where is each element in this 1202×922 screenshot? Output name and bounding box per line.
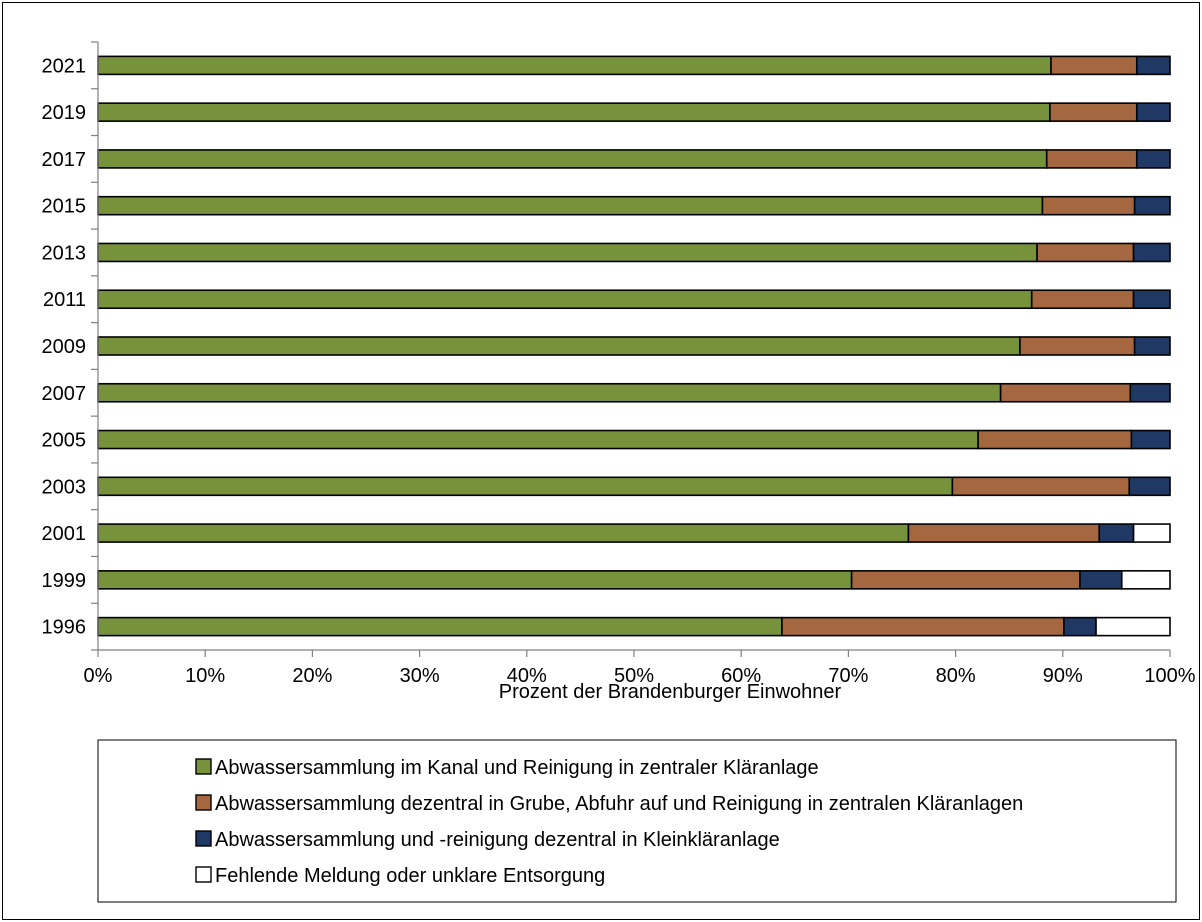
bar-segment-2021-series-3 (1135, 55, 1171, 76)
bar-segment-2013-series-3 (1132, 242, 1171, 263)
bar-segment-2019-series-2 (1049, 102, 1138, 122)
bar-segment-2001-series-3 (1098, 523, 1135, 543)
y-tick-label: 2007 (42, 383, 87, 405)
bar-segment-2013-series-1 (97, 242, 1038, 263)
x-tick-label: 20% (292, 665, 332, 687)
legend-box (97, 739, 1177, 903)
bar-segment-2001-series-2 (907, 523, 1101, 543)
bar-segment-2015-series-1 (97, 195, 1044, 216)
bar-segment-1999-series-2 (850, 570, 1081, 590)
bar-segment-2001-series-1 (97, 523, 910, 543)
y-tick-label: 2009 (42, 336, 87, 358)
y-tick-label: 1999 (42, 570, 87, 592)
bar-segment-2015-series-2 (1041, 195, 1136, 216)
x-tick-label: 100% (1144, 665, 1195, 687)
x-tick-label: 60% (721, 665, 761, 687)
legend-swatch (195, 830, 212, 847)
legend-swatch (195, 794, 212, 811)
bar-segment-2021-series-2 (1050, 55, 1138, 76)
bar-segment-1996-series-2 (781, 616, 1065, 637)
bar-segment-2005-series-1 (97, 429, 979, 450)
y-tick-label: 2005 (42, 430, 87, 452)
x-axis: 0% 10% 20% 30% 40% 50% 60% 70% 80% 90% 100% (84, 649, 1196, 687)
legend-label: Abwassersammlung im Kanal und Reinigung … (215, 757, 819, 779)
y-tick-label: 2001 (42, 523, 87, 545)
bar-segment-2009-series-2 (1019, 336, 1136, 356)
legend-label: Fehlende Meldung oder unklare Entsorgung (215, 865, 605, 887)
y-tick-label: 2003 (42, 476, 87, 498)
x-tick-label: 70% (828, 665, 868, 687)
bar-segment-2007-series-2 (999, 382, 1132, 403)
y-axis: 2021 2019 2017 2015 2013 2011 2009 2007 2005 2003… (42, 41, 99, 651)
bar-segment-2003-series-3 (1128, 476, 1171, 497)
bar-segment-2011-series-1 (97, 289, 1033, 310)
bar-segment-2017-series-3 (1135, 149, 1171, 169)
bar-segment-1999-series-3 (1079, 570, 1123, 590)
bar-segment-1996-series-1 (97, 616, 783, 637)
bar-segment-2007-series-3 (1129, 382, 1171, 403)
y-tick-label: 1996 (42, 617, 87, 639)
bar-segment-1996-series-4 (1095, 616, 1171, 637)
legend-swatch (195, 758, 212, 775)
y-tick-label: 2019 (42, 102, 87, 124)
bar-segment-2011-series-2 (1030, 289, 1135, 310)
bar-segment-2021-series-1 (97, 55, 1052, 76)
bar-segment-2019-series-3 (1135, 102, 1171, 122)
bar-segment-2011-series-3 (1132, 289, 1171, 310)
legend-label: Abwassersammlung dezentral in Grube, Abf… (215, 793, 1023, 815)
legend-swatch (195, 866, 212, 883)
x-tick-label: 30% (400, 665, 440, 687)
x-axis-title: Prozent der Brandenburger Einwohner (499, 681, 842, 703)
bar-segment-2005-series-2 (977, 429, 1133, 450)
bar-segment-1999-series-4 (1120, 570, 1171, 590)
x-tick-label: 40% (507, 665, 547, 687)
bar-segment-2009-series-1 (97, 336, 1021, 356)
y-tick-label: 2011 (43, 289, 86, 311)
bar-segment-1999-series-1 (97, 570, 853, 590)
y-tick-label: 2015 (42, 196, 87, 218)
x-tick-label: 0% (84, 665, 113, 687)
bar-segment-2007-series-1 (97, 382, 1002, 403)
bars-layer (97, 55, 1171, 637)
x-tick-label: 50% (614, 665, 654, 687)
bar-segment-2017-series-1 (97, 149, 1048, 169)
x-tick-label: 80% (936, 665, 976, 687)
x-tick-label: 90% (1043, 665, 1083, 687)
y-tick-label: 2017 (42, 149, 87, 171)
bar-segment-1996-series-3 (1063, 616, 1097, 637)
bar-segment-2009-series-3 (1133, 336, 1171, 356)
bar-segment-2013-series-2 (1036, 242, 1135, 263)
y-tick-label: 2021 (42, 55, 87, 77)
bar-segment-2005-series-3 (1130, 429, 1171, 450)
bar-segment-2003-series-2 (951, 476, 1131, 497)
legend-label: Abwassersammlung und -reinigung dezentra… (215, 829, 780, 851)
legend: Abwassersammlung im Kanal und Reinigung … (97, 739, 1177, 903)
bar-segment-2017-series-2 (1045, 149, 1138, 169)
y-tick-label: 2013 (42, 242, 87, 264)
bar-segment-2015-series-3 (1133, 195, 1171, 216)
bar-segment-2019-series-1 (97, 102, 1051, 122)
bar-segment-2003-series-1 (97, 476, 954, 497)
bar-segment-2001-series-4 (1132, 523, 1171, 543)
x-tick-label: 10% (185, 665, 225, 687)
